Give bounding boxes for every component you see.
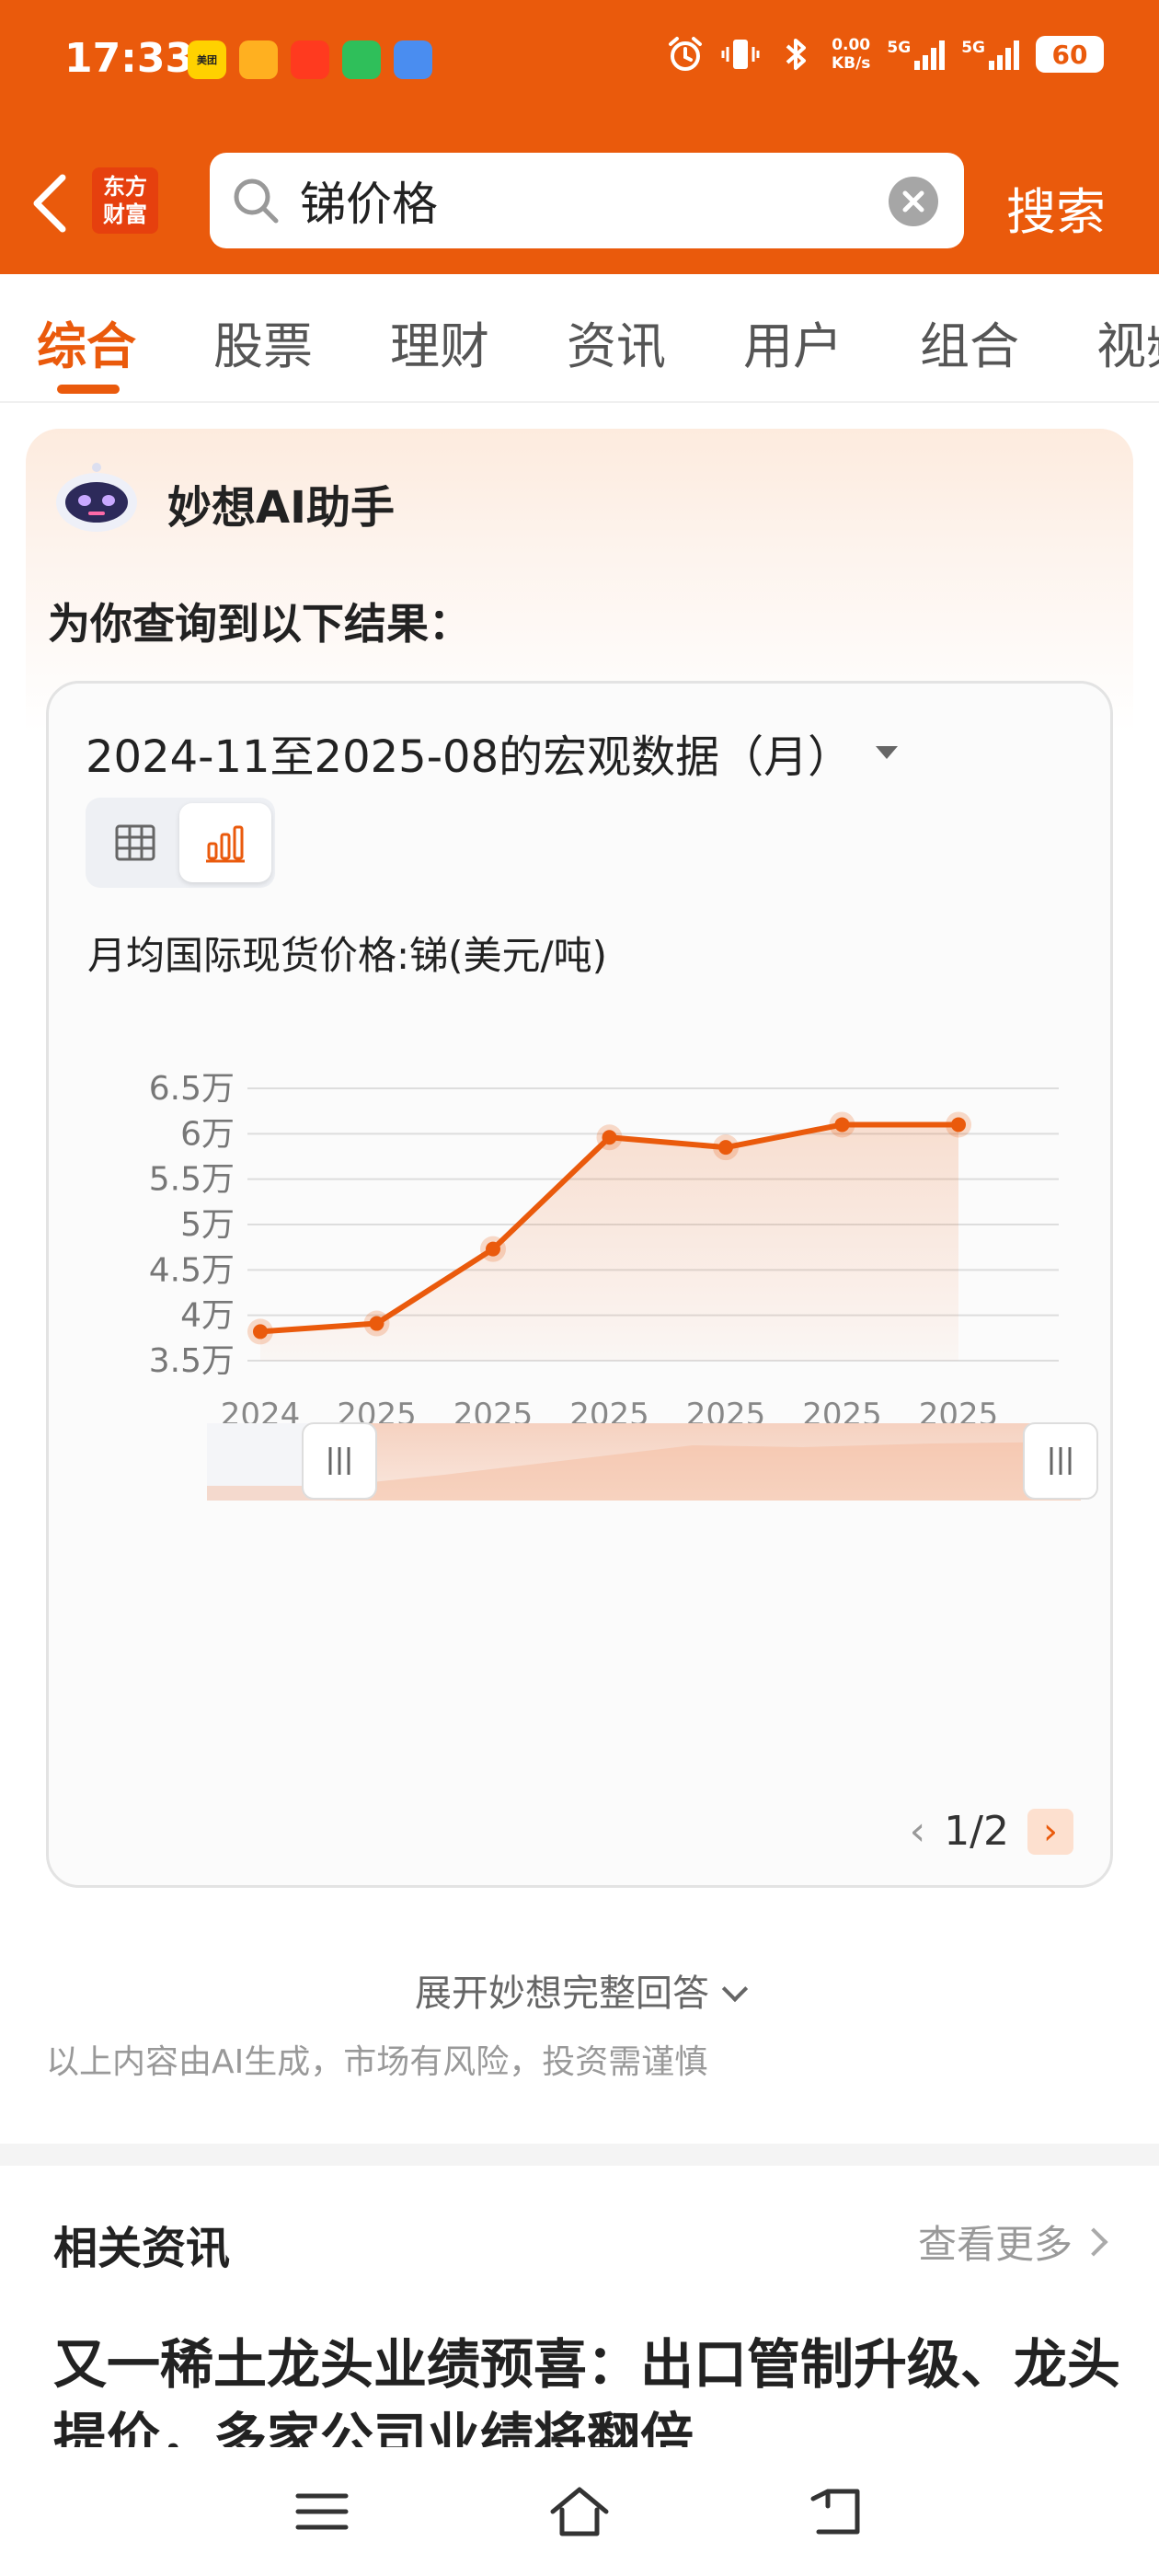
prev-page-button[interactable]: ‹ [909,1808,926,1855]
dropdown-caret-icon [876,746,899,759]
range-slider[interactable] [207,1422,1098,1501]
data-point [480,1236,506,1262]
y-tick-label: 6.5万 [149,1070,235,1108]
expand-label: 展开妙想完整回答 [415,1972,709,2015]
system-navigation-bar [0,2447,1159,2576]
top-header: 17:33 美团 0.00 KB/s 5G 5G 60 东方 财富 [0,0,1159,274]
search-input[interactable]: 锑价格 [210,153,964,248]
slider-left-handle[interactable] [302,1422,377,1500]
period-label: 2024-11至2025-08的宏观数据（月） [86,731,853,783]
ai-assistant-title: 妙想AI助手 [167,482,396,534]
status-time: 17:33 [64,35,194,82]
data-point-dot [486,1241,500,1257]
tab-wealth[interactable]: 理财 [390,317,489,375]
clear-search-icon[interactable] [889,177,938,226]
robot-avatar-icon [56,463,137,532]
app-icon-5 [394,40,432,79]
line-area-fill [260,1124,958,1361]
tab-comprehensive[interactable]: 综合 [37,317,136,375]
table-icon [115,824,155,861]
ai-disclaimer: 以上内容由AI生成，市场有风险，投资需谨慎 [46,2043,708,2081]
data-point-dot [602,1130,617,1145]
view-toggle [86,798,275,888]
network-speed: 0.00 KB/s [831,36,871,73]
signal-strength-2: 5G [961,39,1019,70]
menu-icon [295,2493,349,2530]
tab-news[interactable]: 资讯 [567,317,666,375]
tab-videos[interactable]: 视频 [1096,317,1159,375]
home-icon [550,2487,609,2536]
data-point [363,1310,390,1337]
y-tick-label: 3.5万 [149,1342,235,1380]
ai-result-intro: 为你查询到以下结果： [48,599,471,649]
chart-pager: ‹ 1/2 › [910,1808,1073,1855]
slider-selection [336,1423,1081,1501]
y-tick-label: 6万 [180,1115,235,1153]
meituan-app-icon: 美团 [188,40,226,79]
back-button[interactable] [22,171,77,236]
back-nav-button[interactable] [800,2475,874,2548]
signal-bars-icon [914,39,946,70]
category-tabs: 综合 股票 理财 资讯 用户 组合 视频 [0,274,1159,403]
macro-data-card: 2024-11至2025-08的宏观数据（月） 月均国际现货价格:锑(美元/吨)… [46,681,1113,1888]
bluetooth-icon [776,35,815,74]
view-more-link[interactable]: 查看更多 [917,2214,1108,2270]
metric-label: 月均国际现货价格:锑(美元/吨) [87,933,608,978]
active-tab-indicator [57,385,120,394]
eastmoney-logo[interactable]: 东方 财富 [92,167,158,234]
data-point-dot [369,1316,384,1331]
data-point [713,1134,739,1161]
battery-indicator: 60 [1036,36,1104,73]
tab-users[interactable]: 用户 [743,317,843,375]
data-point-dot [718,1140,733,1156]
app-icon-2 [239,40,278,79]
search-icon [234,178,279,224]
y-tick-label: 4万 [180,1297,235,1335]
menu-button[interactable] [285,2475,359,2548]
y-tick-label: 4.5万 [149,1251,235,1289]
related-news-title: 相关资讯 [53,2223,231,2274]
tab-portfolios[interactable]: 组合 [920,317,1019,375]
chart-view-button[interactable] [179,803,271,882]
table-view-button[interactable] [89,803,181,882]
notification-app-icons: 美团 [188,40,432,79]
back-nav-icon [810,2489,860,2535]
next-page-button[interactable]: › [1027,1808,1073,1855]
y-tick-label: 5万 [180,1206,235,1244]
data-point [946,1111,971,1138]
signal-bars-icon [989,39,1019,70]
y-tick-label: 5.5万 [149,1161,235,1199]
home-button[interactable] [543,2475,616,2548]
taobao-app-icon [291,40,329,79]
bar-chart-icon [206,825,245,863]
slider-preview-area [207,1442,1081,1501]
data-point-dot [253,1324,268,1340]
tab-stocks[interactable]: 股票 [213,317,313,375]
page-indicator: 1/2 [944,1808,1009,1855]
data-point [829,1111,855,1138]
status-right-group: 0.00 KB/s 5G 5G 60 [666,35,1104,74]
data-point-dot [951,1117,966,1133]
search-button[interactable]: 搜索 [1006,183,1106,241]
signal-strength-1: 5G [887,39,946,70]
view-more-label: 查看更多 [917,2222,1073,2267]
expand-full-answer-button[interactable]: 展开妙想完整回答 [0,1963,1159,2017]
period-dropdown[interactable]: 2024-11至2025-08的宏观数据（月） [86,720,899,785]
alarm-icon [666,35,705,74]
vibrate-icon [721,35,760,74]
section-divider [0,2144,1159,2166]
chevron-right-icon [1079,2226,1108,2257]
data-point [596,1124,623,1151]
data-point [247,1318,273,1345]
slider-right-handle[interactable] [1023,1422,1098,1500]
search-query-text: 锑价格 [300,178,438,231]
chevron-down-icon [721,1975,749,2003]
data-point-dot [834,1117,850,1133]
app-icon-4 [342,40,381,79]
